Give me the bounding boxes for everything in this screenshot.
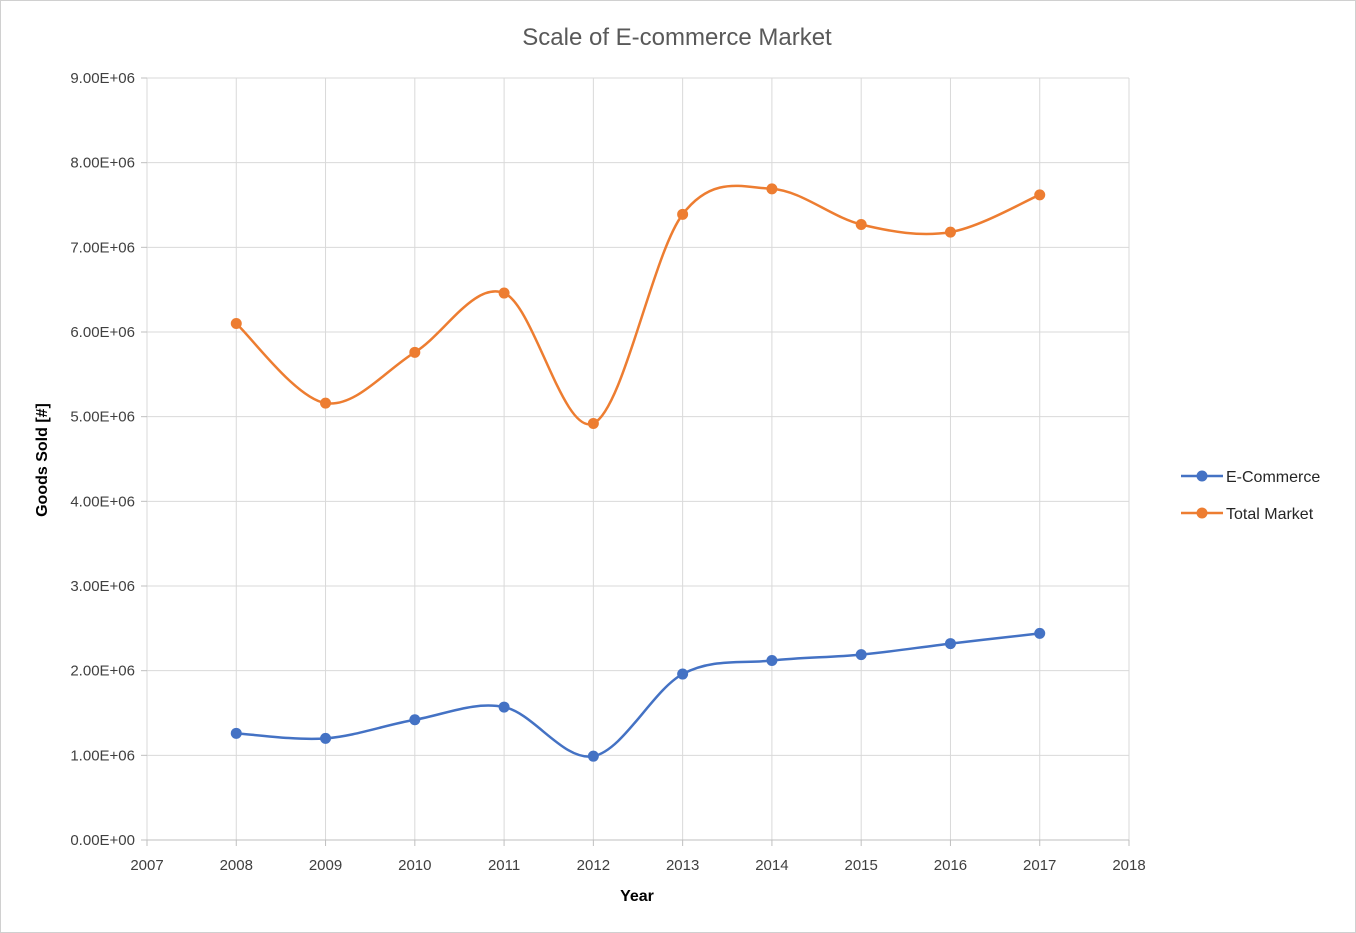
data-point-e-commerce — [944, 638, 956, 650]
x-tick-label: 2015 — [844, 857, 877, 874]
series-lines — [230, 183, 1046, 762]
y-tick-label: 1.00E+06 — [70, 747, 135, 764]
gridlines — [146, 77, 1130, 840]
y-tick-label: 5.00E+06 — [70, 409, 135, 426]
data-point-e-commerce — [766, 655, 778, 667]
data-point-e-commerce — [855, 649, 867, 661]
series-line-total-market — [235, 184, 1041, 426]
data-point-total-market — [230, 318, 242, 330]
x-tick-label: 2013 — [666, 857, 699, 874]
y-axis-ticks: 0.00E+00 1.00E+06 2.00E+06 3.00E+06 4.00E+06… — [70, 70, 147, 849]
x-tick-label: 2011 — [488, 857, 520, 874]
data-point-e-commerce — [587, 750, 599, 762]
x-tick-label: 2018 — [1112, 857, 1145, 874]
legend-label-e-commerce: E-Commerce — [1226, 469, 1320, 486]
data-point-e-commerce — [677, 668, 689, 680]
y-tick-label: 0.00E+00 — [70, 832, 135, 849]
x-tick-label: 2007 — [130, 857, 163, 874]
data-point-total-market — [944, 226, 956, 238]
x-tick-label: 2010 — [398, 857, 431, 874]
data-point-total-market — [855, 218, 867, 230]
x-tick-label: 2009 — [309, 857, 342, 874]
y-tick-label: 8.00E+06 — [70, 155, 135, 172]
y-axis-label: Goods Sold [#] — [34, 403, 51, 517]
y-tick-label: 2.00E+06 — [70, 663, 135, 680]
data-point-e-commerce — [1034, 627, 1046, 639]
series-line-e-commerce — [236, 632, 1040, 758]
data-point-total-market — [587, 417, 599, 429]
data-point-total-market — [320, 397, 332, 409]
data-point-e-commerce — [230, 727, 242, 739]
legend: E-Commerce Total Market — [1181, 469, 1320, 523]
y-tick-label: 9.00E+06 — [70, 70, 135, 87]
chart-title: Scale of E-commerce Market — [522, 24, 832, 51]
data-point-e-commerce — [409, 714, 421, 726]
y-tick-label: 4.00E+06 — [70, 493, 135, 510]
x-axis-label: Year — [620, 888, 654, 905]
x-tick-label: 2014 — [755, 857, 788, 874]
y-tick-label: 6.00E+06 — [70, 324, 135, 341]
data-point-e-commerce — [320, 732, 332, 744]
x-tick-label: 2008 — [220, 857, 253, 874]
y-tick-label: 7.00E+06 — [70, 239, 135, 256]
data-point-total-market — [498, 287, 510, 299]
legend-marker-total-market — [1196, 507, 1208, 519]
x-tick-label: 2017 — [1023, 857, 1056, 874]
x-tick-label: 2016 — [934, 857, 967, 874]
legend-marker-e-commerce — [1196, 470, 1208, 482]
data-point-total-market — [677, 208, 689, 220]
legend-label-total-market: Total Market — [1226, 506, 1314, 523]
y-tick-label: 3.00E+06 — [70, 578, 135, 595]
data-point-total-market — [766, 183, 778, 195]
x-tick-label: 2012 — [577, 857, 610, 874]
x-axis-ticks: 2007 2008 2009 2010 2011 2012 2013 2014 2015 2016… — [130, 840, 1146, 874]
data-point-total-market — [409, 346, 421, 358]
data-point-total-market — [1034, 189, 1046, 201]
data-point-e-commerce — [498, 701, 510, 713]
